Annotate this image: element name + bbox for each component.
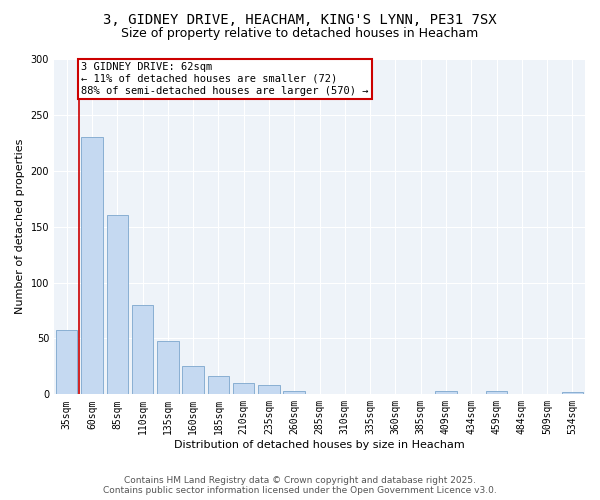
Text: 3 GIDNEY DRIVE: 62sqm
← 11% of detached houses are smaller (72)
88% of semi-deta: 3 GIDNEY DRIVE: 62sqm ← 11% of detached …	[82, 62, 369, 96]
Bar	[562, 392, 583, 394]
Bar	[258, 386, 280, 394]
Text: Contains HM Land Registry data © Crown copyright and database right 2025.
Contai: Contains HM Land Registry data © Crown c…	[103, 476, 497, 495]
Bar	[81, 137, 103, 394]
Bar	[486, 391, 507, 394]
Bar	[283, 391, 305, 394]
Bar	[157, 340, 179, 394]
Bar	[182, 366, 204, 394]
Bar	[233, 383, 254, 394]
Text: 3, GIDNEY DRIVE, HEACHAM, KING'S LYNN, PE31 7SX: 3, GIDNEY DRIVE, HEACHAM, KING'S LYNN, P…	[103, 12, 497, 26]
X-axis label: Distribution of detached houses by size in Heacham: Distribution of detached houses by size …	[174, 440, 465, 450]
Bar	[208, 376, 229, 394]
Y-axis label: Number of detached properties: Number of detached properties	[15, 139, 25, 314]
Bar	[132, 305, 153, 394]
Bar	[107, 216, 128, 394]
Bar	[56, 330, 77, 394]
Text: Size of property relative to detached houses in Heacham: Size of property relative to detached ho…	[121, 28, 479, 40]
Bar	[435, 391, 457, 394]
